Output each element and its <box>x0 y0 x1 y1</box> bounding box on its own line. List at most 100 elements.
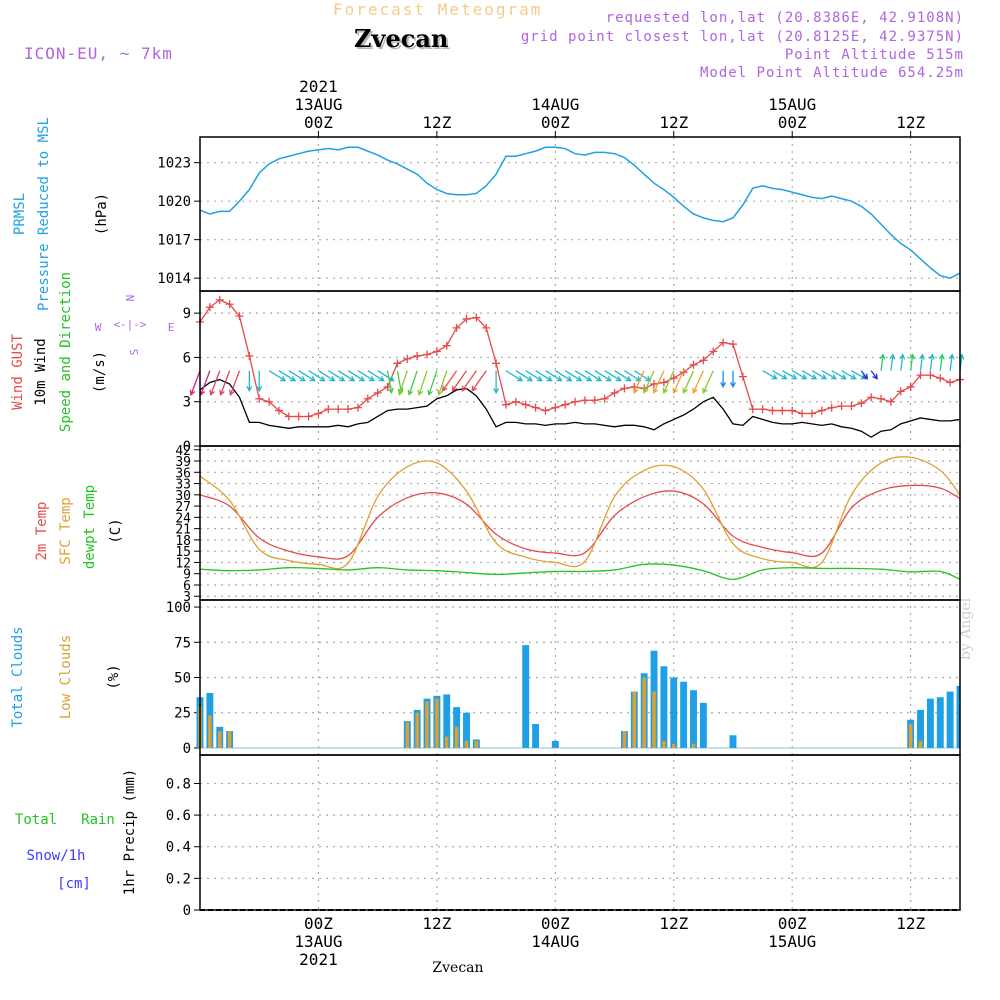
wind-gust-marker <box>748 405 757 414</box>
top-time-label: 00Z <box>304 113 333 132</box>
wind-tick-label: 3 <box>183 395 191 411</box>
wind-direction-arrow <box>692 370 704 394</box>
wind-direction-arrow <box>441 370 458 392</box>
low-cloud-bar <box>435 698 439 748</box>
wind-gust-marker <box>235 312 244 321</box>
wind-gust-marker <box>867 393 876 402</box>
wind-direction-arrow <box>782 370 798 380</box>
temp-tick-label: 18 <box>175 534 191 549</box>
wind-label-10m: 10m Wind <box>33 338 49 405</box>
wind-direction-arrow <box>614 370 632 382</box>
wind-gust-marker <box>807 409 816 418</box>
compass-n: N <box>124 295 137 302</box>
wind-gust-marker <box>452 323 461 332</box>
precip-label-rain: Rain <box>81 812 115 828</box>
low-cloud-bar <box>208 715 212 748</box>
wind-direction-arrow <box>554 370 573 382</box>
wind-gust-marker <box>462 315 471 324</box>
wind-direction-arrow <box>505 370 524 382</box>
temp-panel-frame <box>199 445 961 601</box>
wind-gust-marker <box>857 399 866 408</box>
wind-gust-marker <box>817 406 826 415</box>
wind-direction-arrow <box>643 370 655 394</box>
bottom-time-label: 00Z <box>541 914 570 933</box>
wind-direction-arrow <box>831 370 847 380</box>
wind-gust-marker <box>432 347 441 356</box>
wind-gust-marker <box>373 388 382 397</box>
wind-gust-marker <box>314 409 323 418</box>
wind-direction-arrow <box>278 370 297 382</box>
wind-direction-arrow <box>209 370 221 396</box>
clouds-tick-label: 0 <box>183 741 191 757</box>
wind-direction-arrow <box>318 370 336 382</box>
wind-direction-arrow <box>357 370 376 382</box>
bottom-time-label: 12Z <box>896 914 925 933</box>
wind-gust-marker <box>393 359 402 368</box>
wind-gust-marker <box>225 300 234 309</box>
low-cloud-bar <box>218 731 222 748</box>
precip-panel-frame <box>199 754 961 911</box>
bottom-date-label: 14AUG <box>531 932 579 951</box>
wind-gust-marker <box>886 397 895 406</box>
pressure-line <box>199 146 961 279</box>
wind-gust-marker <box>936 374 945 383</box>
compass-w: W <box>95 321 102 334</box>
pressure-unit: (hPa) <box>94 193 110 235</box>
wind-direction-arrow <box>879 353 886 371</box>
total-cloud-bar <box>532 724 540 748</box>
wind-gust-marker <box>363 394 372 403</box>
wind-gust-marker <box>896 387 905 396</box>
wind-direction-arrow <box>841 370 857 380</box>
total-cloud-bar <box>699 702 707 748</box>
low-cloud-bar <box>918 740 923 748</box>
wind-gust-marker <box>423 350 432 359</box>
clouds-tick-label: 100 <box>166 600 191 616</box>
wind-gust-marker <box>304 412 313 421</box>
low-cloud-bar <box>445 736 449 748</box>
wind-direction-arrow <box>909 353 916 371</box>
temp-dewpt-line <box>199 563 961 580</box>
wind-gust-marker <box>521 400 530 409</box>
temp-unit: (C) <box>108 518 124 543</box>
wind-direction-arrow <box>199 370 211 396</box>
wind-gust-marker <box>798 409 807 418</box>
wind-gust-marker <box>551 403 560 412</box>
pressure-tick-label: 1017 <box>157 233 191 249</box>
wind-gust-marker <box>946 378 955 387</box>
wind-gust-marker <box>205 303 214 312</box>
temp-2m-line <box>199 484 961 560</box>
precip-tick-label: 0.4 <box>166 840 191 856</box>
wind-direction-arrow <box>308 370 326 382</box>
precip-tick-label: 0.2 <box>166 871 191 887</box>
wind-gust-marker <box>255 394 264 403</box>
wind-direction-arrow <box>811 370 828 380</box>
wind-direction-arrow <box>525 370 543 382</box>
temp-tick-label: 9 <box>183 568 191 583</box>
wind-direction-arrow <box>948 353 955 371</box>
precip-tick-label: 0.8 <box>166 776 191 792</box>
pressure-label-prmsl: PRMSL <box>12 193 28 235</box>
wind-gust-marker <box>926 371 935 380</box>
top-time-label: 12Z <box>659 113 688 132</box>
wind-gust-marker <box>492 359 501 368</box>
wind-direction-arrow <box>437 370 448 397</box>
wind-gust-marker <box>501 400 510 409</box>
wind-gust-marker <box>294 412 303 421</box>
wind-direction-arrow <box>347 370 366 382</box>
top-time-label: 00Z <box>778 113 807 132</box>
wind-gust-marker <box>758 405 767 414</box>
wind-direction-arrow <box>919 353 925 371</box>
wind-direction-arrow <box>461 370 477 392</box>
wind-direction-arrow <box>367 370 385 382</box>
wind-direction-arrow <box>672 370 685 394</box>
total-cloud-bar <box>729 735 737 748</box>
wind-direction-arrow <box>327 370 346 382</box>
wind-unit: (m/s) <box>92 351 108 393</box>
precip-label-total: Total <box>15 812 57 828</box>
wind-direction-arrow <box>889 353 896 371</box>
wind-gust-marker <box>413 351 422 360</box>
bottom-time-label: 00Z <box>304 914 333 933</box>
wind-direction-arrow <box>427 370 438 397</box>
wind-direction-arrow <box>594 370 612 382</box>
